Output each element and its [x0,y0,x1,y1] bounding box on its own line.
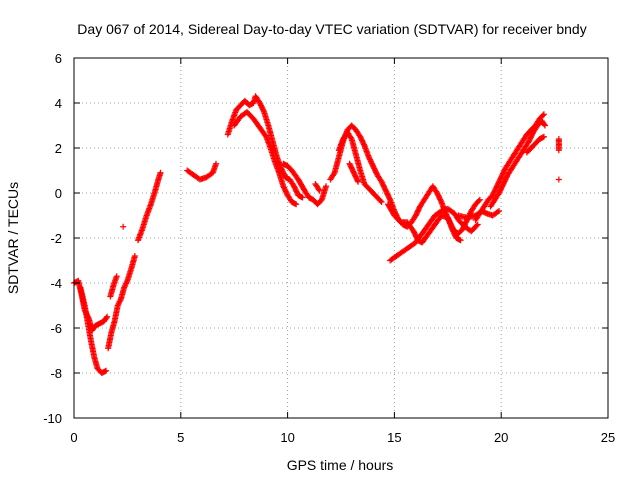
data-point [123,279,130,286]
data-point [354,177,361,184]
data-point [299,194,306,201]
y-tick-label: -10 [43,411,62,426]
data-point [377,197,384,204]
data-point [355,178,362,185]
data-point [117,297,124,304]
data-point [496,208,503,214]
axis-ticks: 0 5 10 15 20 25 -10 -8 -6 -4 -2 0 2 4 6 [43,51,615,445]
data-point [473,222,480,229]
data-point [540,111,547,118]
data-point [120,223,127,230]
data-point [378,199,385,205]
data-points [71,93,562,376]
data-point [541,121,548,128]
data-point [476,196,483,203]
data-point [103,367,110,374]
y-axis-title: SDTVAR / TECUs [5,182,21,294]
data-point [475,197,482,204]
chart-title: Day 067 of 2014, Sidereal Day-to-day VTE… [77,21,586,37]
data-point [347,134,354,141]
data-point [157,169,164,176]
data-point [457,237,464,244]
y-tick-label: -6 [50,321,62,336]
x-tick-label: 10 [280,430,294,445]
y-tick-label: -8 [50,366,62,381]
data-point [437,197,444,204]
data-point [131,253,138,259]
data-point [315,186,322,193]
data-point [293,201,300,208]
x-tick-label: 0 [70,430,77,445]
y-tick-label: -4 [50,276,62,291]
x-tick-label: 25 [601,430,615,445]
data-point [360,141,367,148]
data-point [213,160,220,167]
data-point [121,284,128,291]
data-point [386,195,393,202]
data-point [113,273,120,280]
data-point [121,283,128,290]
data-point [122,281,129,288]
y-tick-label: -2 [50,231,62,246]
data-point [330,171,337,178]
data-point [260,107,267,114]
x-axis-title: GPS time / hours [287,457,394,473]
y-tick-label: 2 [55,141,62,156]
y-tick-label: 4 [55,96,62,111]
data-point [555,147,562,154]
y-tick-label: 0 [55,186,62,201]
data-point [116,299,123,306]
data-point [541,122,548,129]
data-point [539,112,546,119]
data-point [104,313,111,320]
data-point [494,208,501,215]
data-point [474,221,481,228]
x-tick-label: 5 [177,430,184,445]
data-point [123,280,130,287]
data-point [323,183,330,190]
data-point [116,298,123,305]
x-tick-label: 15 [387,430,401,445]
y-tick-label: 6 [55,51,62,66]
data-point [316,187,323,194]
data-point [103,314,110,321]
x-tick-label: 20 [494,430,508,445]
data-point [540,133,547,140]
data-point [115,301,122,308]
data-point [114,302,121,309]
grid-lines [74,58,608,418]
data-point [555,176,562,183]
